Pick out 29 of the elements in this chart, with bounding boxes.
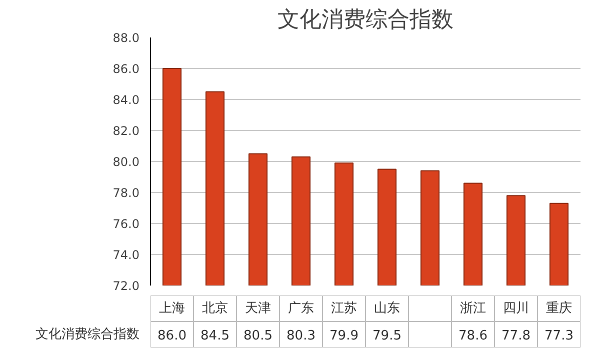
y-tick-label: 72.0 [112,279,140,293]
y-tick-label: 88.0 [112,31,140,45]
y-tick-label: 84.0 [112,93,140,107]
x-tick-label: 江苏 [331,301,357,316]
y-tick-label: 80.0 [112,155,140,169]
x-tick-label: 天津 [245,301,271,316]
data-label: 80.3 [286,328,316,344]
chart-title: 文化消费综合指数 [278,8,454,32]
text: 文化消费综合指数 [36,327,140,342]
x-tick-label: 浙江 [460,301,486,316]
data-label: 79.5 [372,328,402,344]
x-tick-label: 重庆 [546,301,572,316]
x-tick-label: 北京 [202,301,228,316]
data-label: 78.6 [458,328,488,344]
data-label: 84.5 [200,328,230,344]
y-tick-label: 74.0 [112,248,140,262]
x-tick-label: 四川 [503,301,529,316]
y-tick-label: 82.0 [112,124,140,138]
data-label: 77.8 [502,328,530,344]
x-tick-label: 上海 [159,301,185,316]
x-tick-label: 广东 [288,301,314,316]
data-label: 77.3 [544,328,574,344]
data-label: 79.9 [330,328,358,344]
data-label: 80.5 [244,328,272,344]
x-tick-label: 山东 [374,301,400,316]
y-tick-label: 78.0 [112,186,140,200]
data-label: 86.0 [158,328,186,344]
y-tick-label: 76.0 [112,217,140,231]
y-tick-label: 86.0 [112,62,140,76]
